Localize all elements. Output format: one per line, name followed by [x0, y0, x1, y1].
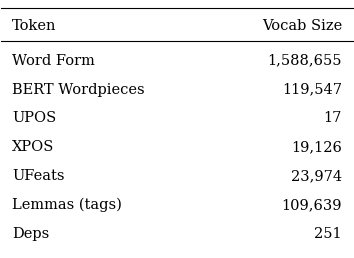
- Text: 251: 251: [314, 227, 342, 241]
- Text: BERT Wordpieces: BERT Wordpieces: [12, 83, 144, 96]
- Text: 119,547: 119,547: [282, 83, 342, 96]
- Text: 23,974: 23,974: [291, 169, 342, 183]
- Text: Lemmas (tags): Lemmas (tags): [12, 198, 122, 212]
- Text: 17: 17: [324, 111, 342, 125]
- Text: XPOS: XPOS: [12, 140, 54, 154]
- Text: 1,588,655: 1,588,655: [268, 54, 342, 68]
- Text: Token: Token: [12, 19, 56, 33]
- Text: 109,639: 109,639: [281, 198, 342, 212]
- Text: Vocab Size: Vocab Size: [262, 19, 342, 33]
- Text: UFeats: UFeats: [12, 169, 64, 183]
- Text: UPOS: UPOS: [12, 111, 56, 125]
- Text: 19,126: 19,126: [291, 140, 342, 154]
- Text: Deps: Deps: [12, 227, 49, 241]
- Text: Word Form: Word Form: [12, 54, 95, 68]
